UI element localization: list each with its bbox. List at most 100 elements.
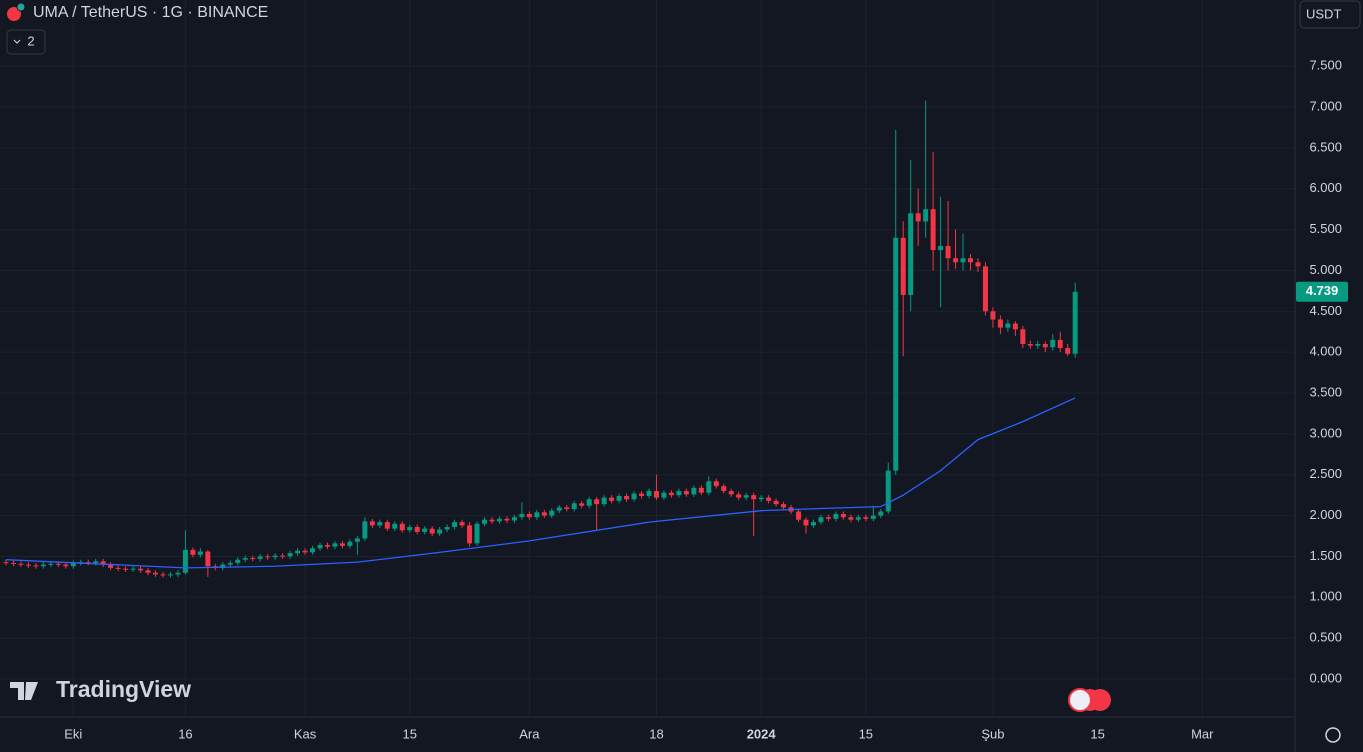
candle-body (332, 543, 338, 547)
candle-body (968, 258, 974, 263)
candle-body (855, 517, 861, 520)
candle-body (721, 486, 727, 492)
candle-body (818, 517, 824, 523)
candle-body (594, 499, 600, 505)
chevron (13, 39, 21, 44)
candle-body (302, 550, 308, 553)
x-tick-label: 15 (859, 726, 873, 741)
candle-body (893, 237, 899, 471)
candle-body (960, 258, 966, 263)
candle-body (429, 528, 435, 534)
candle-body (407, 527, 413, 531)
y-tick-label: 7.000 (1309, 98, 1342, 113)
candle-body (990, 311, 996, 320)
indicator-toggle[interactable] (6, 29, 46, 55)
candle-body (489, 519, 495, 522)
y-tick-label: 3.000 (1309, 425, 1342, 440)
candle-body (63, 564, 69, 567)
last-price-tag (1296, 281, 1348, 302)
candle-body (145, 570, 151, 573)
candle-body (3, 562, 9, 564)
candle-body (93, 561, 99, 563)
candle-body (422, 528, 428, 532)
candle-body (564, 507, 570, 510)
y-tick-label: 6.500 (1309, 139, 1342, 154)
y-tick-label: 4.000 (1309, 344, 1342, 359)
candle-body (18, 563, 24, 565)
candle-body (339, 543, 345, 546)
moving-average (5, 397, 1076, 569)
candle-body (474, 523, 480, 544)
candle-body (743, 495, 749, 498)
chart-title: UMA / TetherUS · 1G · BINANCE (33, 4, 268, 21)
candle-body (1005, 323, 1011, 328)
candle-body (220, 564, 226, 568)
candle-body (310, 548, 316, 553)
candle-body (908, 213, 914, 295)
candle-body (870, 515, 876, 519)
y-tick-label: 4.500 (1309, 303, 1342, 318)
candle-body (175, 572, 181, 575)
candle-body (736, 494, 742, 498)
y-tick-label: 5.000 (1309, 262, 1342, 277)
candle-body (930, 209, 936, 251)
last-price-label: 4.739 (1306, 283, 1339, 298)
y-tick-label: 7.500 (1309, 58, 1342, 73)
candle-body (728, 491, 734, 495)
candle-body (242, 558, 248, 560)
y-tick-label: 6.000 (1309, 180, 1342, 195)
candle-body (691, 487, 697, 495)
candle-body (392, 523, 398, 529)
candle-body (878, 511, 884, 516)
candle-body (85, 562, 91, 564)
candle-body (706, 481, 712, 493)
candle-body (713, 481, 719, 487)
candle-body (167, 574, 173, 576)
plot (3, 100, 1078, 578)
candle-body (534, 512, 540, 518)
candle-body (511, 517, 517, 521)
candle-body (579, 503, 585, 506)
y-tick-label: 1.500 (1309, 548, 1342, 563)
y-tick-label: 2.000 (1309, 507, 1342, 522)
candle-body (631, 493, 637, 500)
candle-body (825, 517, 831, 519)
candle-body (347, 541, 353, 546)
candle-body (444, 527, 450, 530)
candle-body (938, 245, 944, 251)
candle-body (324, 545, 330, 547)
currency-label: USDT (1306, 6, 1341, 21)
settings-icon[interactable] (1325, 727, 1341, 743)
candle-body (848, 517, 854, 520)
candle-body (1020, 329, 1026, 344)
candle-body (900, 237, 906, 295)
candle-body (235, 559, 241, 563)
candle-body (100, 561, 106, 565)
candle-body (414, 527, 420, 532)
candle-body (257, 556, 263, 559)
candle-body (781, 504, 787, 508)
candle-body (467, 525, 473, 544)
candle-body (130, 568, 136, 570)
candle-body (496, 518, 502, 522)
candle-body (182, 549, 188, 573)
candle-body (115, 567, 121, 569)
candle-body (10, 562, 16, 564)
candle-body (1057, 339, 1063, 349)
indicator-count: 2 (27, 33, 34, 48)
candle-body (698, 487, 704, 493)
candle-body (25, 564, 31, 566)
candle-body (1012, 323, 1018, 330)
candle-body (751, 495, 757, 500)
candle-body (377, 522, 383, 526)
candle-body (609, 497, 615, 501)
candle-body (758, 497, 764, 500)
currency-button[interactable] (1299, 0, 1361, 29)
candle-body (773, 500, 779, 505)
candle-body (1035, 343, 1041, 346)
candle-body (586, 499, 592, 506)
candle-body (556, 507, 562, 511)
candle-body (369, 521, 375, 526)
x-tick-label: Eki (64, 726, 82, 741)
